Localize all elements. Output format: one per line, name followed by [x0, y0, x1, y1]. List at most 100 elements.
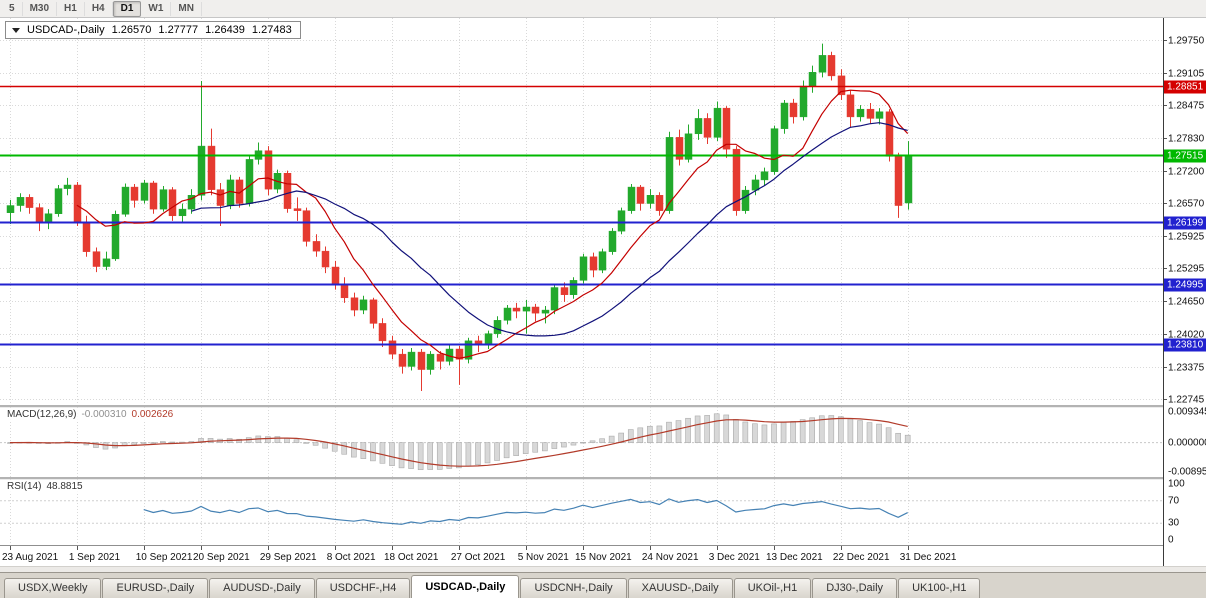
- timeframe-h4-button[interactable]: H4: [85, 1, 113, 16]
- candle[interactable]: [703, 113, 712, 145]
- candle[interactable]: [675, 129, 684, 166]
- time-axis[interactable]: 23 Aug 2021 1 Sep 2021 10 Sep 2021 20 Sep 2…: [0, 546, 1163, 566]
- candle[interactable]: [149, 180, 158, 214]
- candle[interactable]: [665, 131, 674, 214]
- price-axis[interactable]: 1.29750 1.29105 1.28475 1.27830 1.27200 1.265…: [1163, 18, 1206, 566]
- candle[interactable]: [340, 277, 349, 303]
- pane-separator[interactable]: [0, 405, 1206, 408]
- candle[interactable]: [264, 146, 273, 196]
- candle[interactable]: [197, 80, 206, 201]
- candle[interactable]: [207, 128, 216, 196]
- timeframe-h1-button[interactable]: H1: [57, 1, 85, 16]
- price-chart-canvas[interactable]: [0, 18, 1163, 405]
- candle[interactable]: [168, 187, 177, 221]
- candle[interactable]: [54, 185, 63, 217]
- candle[interactable]: [493, 316, 502, 338]
- collapse-arrow-icon[interactable]: [12, 27, 20, 33]
- candle[interactable]: [140, 179, 149, 204]
- candle[interactable]: [35, 203, 44, 232]
- candle[interactable]: [760, 167, 769, 187]
- candle[interactable]: [455, 345, 464, 385]
- tab-usdx-weekly[interactable]: USDX,Weekly: [4, 578, 102, 598]
- candle[interactable]: [92, 247, 101, 273]
- tab-dj30-daily[interactable]: DJ30-,Daily: [812, 578, 898, 598]
- candle[interactable]: [111, 210, 120, 261]
- candle[interactable]: [378, 318, 387, 347]
- candle[interactable]: [789, 98, 798, 124]
- candle[interactable]: [531, 303, 540, 322]
- candle[interactable]: [121, 183, 130, 217]
- candle[interactable]: [293, 197, 302, 221]
- candle[interactable]: [216, 182, 225, 227]
- timeframe-d1-button[interactable]: D1: [112, 0, 142, 17]
- candle[interactable]: [398, 349, 407, 374]
- candle[interactable]: [178, 203, 187, 223]
- candle[interactable]: [770, 125, 779, 175]
- tab-audusd-daily[interactable]: AUDUSD-,Daily: [209, 578, 315, 598]
- candle[interactable]: [16, 193, 25, 212]
- candle[interactable]: [512, 302, 521, 319]
- candle[interactable]: [894, 152, 903, 218]
- candle[interactable]: [541, 305, 550, 324]
- candle[interactable]: [359, 295, 368, 315]
- candle[interactable]: [321, 246, 330, 274]
- candle[interactable]: [130, 184, 139, 208]
- candle[interactable]: [245, 156, 254, 207]
- candle[interactable]: [846, 90, 855, 128]
- candle[interactable]: [722, 106, 731, 158]
- timeframe-w1-button[interactable]: W1: [141, 1, 172, 16]
- candle[interactable]: [636, 185, 645, 211]
- tab-usdchf-h4[interactable]: USDCHF-,H4: [315, 578, 411, 598]
- candle[interactable]: [102, 251, 111, 271]
- candle[interactable]: [617, 207, 626, 235]
- candle[interactable]: [837, 69, 846, 100]
- timeframe-mn-button[interactable]: MN: [171, 1, 202, 16]
- candle[interactable]: [436, 351, 445, 370]
- tab-ukoil-h1[interactable]: UKOil-,H1: [733, 578, 812, 598]
- candle[interactable]: [780, 99, 789, 134]
- timeframe-m5-button[interactable]: 5: [2, 1, 23, 16]
- candle[interactable]: [627, 184, 636, 214]
- candle[interactable]: [684, 124, 693, 163]
- candle[interactable]: [885, 109, 894, 162]
- macd-canvas[interactable]: [0, 407, 1163, 477]
- candle[interactable]: [866, 103, 875, 124]
- candle[interactable]: [856, 105, 865, 122]
- candle[interactable]: [302, 207, 311, 247]
- candle[interactable]: [187, 189, 196, 214]
- candle[interactable]: [646, 189, 655, 209]
- candle[interactable]: [560, 282, 569, 302]
- tab-eurusd-daily[interactable]: EURUSD-,Daily: [102, 578, 209, 598]
- candle[interactable]: [818, 43, 827, 78]
- candle[interactable]: [569, 277, 578, 299]
- candle[interactable]: [254, 142, 263, 165]
- candle[interactable]: [608, 228, 617, 255]
- candle[interactable]: [369, 297, 378, 329]
- candle[interactable]: [589, 252, 598, 278]
- candle[interactable]: [579, 253, 588, 284]
- candle[interactable]: [25, 194, 34, 214]
- candle[interactable]: [741, 186, 750, 214]
- candle[interactable]: [63, 177, 72, 196]
- candle[interactable]: [904, 141, 913, 210]
- candle[interactable]: [550, 284, 559, 315]
- tab-usdcad-daily[interactable]: USDCAD-,Daily: [411, 575, 520, 598]
- candle[interactable]: [808, 65, 817, 93]
- candle[interactable]: [6, 199, 15, 224]
- candle[interactable]: [44, 209, 53, 230]
- candle[interactable]: [464, 337, 473, 364]
- pane-separator[interactable]: [0, 477, 1206, 480]
- candle[interactable]: [598, 248, 607, 274]
- horizontal-scrollbar[interactable]: [0, 566, 1206, 572]
- candle[interactable]: [503, 304, 512, 325]
- candle[interactable]: [426, 351, 435, 375]
- candle[interactable]: [388, 335, 397, 360]
- tab-xauusd-daily[interactable]: XAUUSD-,Daily: [627, 578, 733, 598]
- candle[interactable]: [875, 108, 884, 125]
- candle[interactable]: [713, 101, 722, 141]
- candle[interactable]: [732, 146, 741, 216]
- candle[interactable]: [350, 292, 359, 317]
- candle[interactable]: [407, 348, 416, 371]
- candle[interactable]: [694, 109, 703, 140]
- candle[interactable]: [283, 170, 292, 213]
